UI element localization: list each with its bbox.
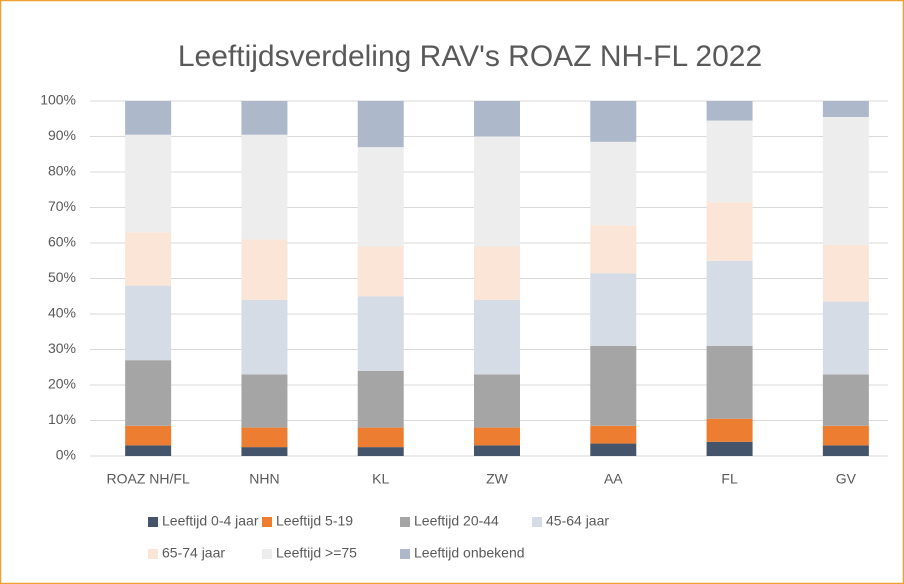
legend-swatch [262,517,272,527]
bar-segment [590,443,637,456]
legend-label: 45-64 jaar [546,513,609,529]
bar-segment [474,445,520,456]
bar-segment [125,134,172,233]
bar-segment [706,202,753,261]
legend-label: Leeftijd 20-44 [414,513,499,529]
legend-swatch [148,549,158,559]
bar-segment [474,246,520,300]
bar-segment [822,425,869,446]
legend-label: 65-74 jaar [162,545,225,561]
bar-segment [590,345,637,426]
legend-label: Leeftijd onbekend [414,545,525,561]
bar-segment [474,374,520,428]
bar-segment [125,285,172,361]
x-tick-label: NHN [249,471,279,487]
y-tick-label: 10% [48,411,76,427]
legend-label: Leeftijd >=75 [276,545,357,561]
legend-label: Leeftijd 0-4 jaar [162,513,259,529]
bar-segment [125,360,172,426]
bar-segment [706,345,753,419]
bar-segment [706,418,753,442]
bar-segment [590,141,637,226]
bar-segment [822,101,869,117]
y-tick-label: 60% [48,234,76,250]
bar-segment [706,120,753,203]
chart-title: Leeftijdsverdeling RAV's ROAZ NH-FL 2022 [178,40,762,73]
bar-segment [474,136,520,247]
y-tick-label: 40% [48,305,76,321]
bar-segment [241,101,288,135]
bar-segment [357,447,404,456]
y-tick-label: 100% [40,92,76,108]
bar-segment [822,116,869,245]
legend-swatch [532,517,542,527]
bar-segment [357,427,404,448]
bar-segment [241,427,288,448]
y-tick-label: 90% [48,127,76,143]
bar-segment [590,225,637,274]
x-tick-label: ZW [486,471,509,487]
y-tick-label: 30% [48,340,76,356]
bar-segment [706,101,753,121]
bar-segment [241,447,288,456]
bar-segment [706,260,753,346]
y-tick-label: 70% [48,198,76,214]
bar-segment [822,374,869,426]
bar-segment [822,301,869,375]
bar-segment [357,370,404,428]
x-tick-label: AA [604,471,623,487]
legend-swatch [400,549,410,559]
x-tick-label: KL [372,471,389,487]
bar-segment [474,101,520,137]
bar-segment [590,101,637,142]
bar-segment [241,299,288,375]
bar-segment [474,299,520,375]
bar-segment [241,374,288,428]
y-tick-label: 0% [56,447,76,463]
bar-segment [590,425,637,444]
y-tick-label: 50% [48,269,76,285]
bar-segment [125,101,172,135]
bar-segment [357,246,404,297]
bar-segment [822,244,869,302]
legend-swatch [262,549,272,559]
y-tick-label: 20% [48,376,76,392]
legend-label: Leeftijd 5-19 [276,513,353,529]
bar-segment [241,134,288,240]
bar-segment [125,232,172,286]
bar-segment [706,441,753,456]
bar-segment [474,427,520,446]
bar-segment [241,239,288,300]
bar-segment [357,296,404,371]
x-tick-label: GV [836,471,857,487]
legend-swatch [400,517,410,527]
bar-segment [822,445,869,456]
bar-segment [125,445,172,456]
y-tick-label: 80% [48,163,76,179]
bar-segment [590,273,637,346]
bar-segment [357,147,404,247]
bar-segment [125,425,172,446]
legend-swatch [148,517,158,527]
x-tick-label: ROAZ NH/FL [107,471,190,487]
bar-segment [357,101,404,148]
x-tick-label: FL [721,471,738,487]
